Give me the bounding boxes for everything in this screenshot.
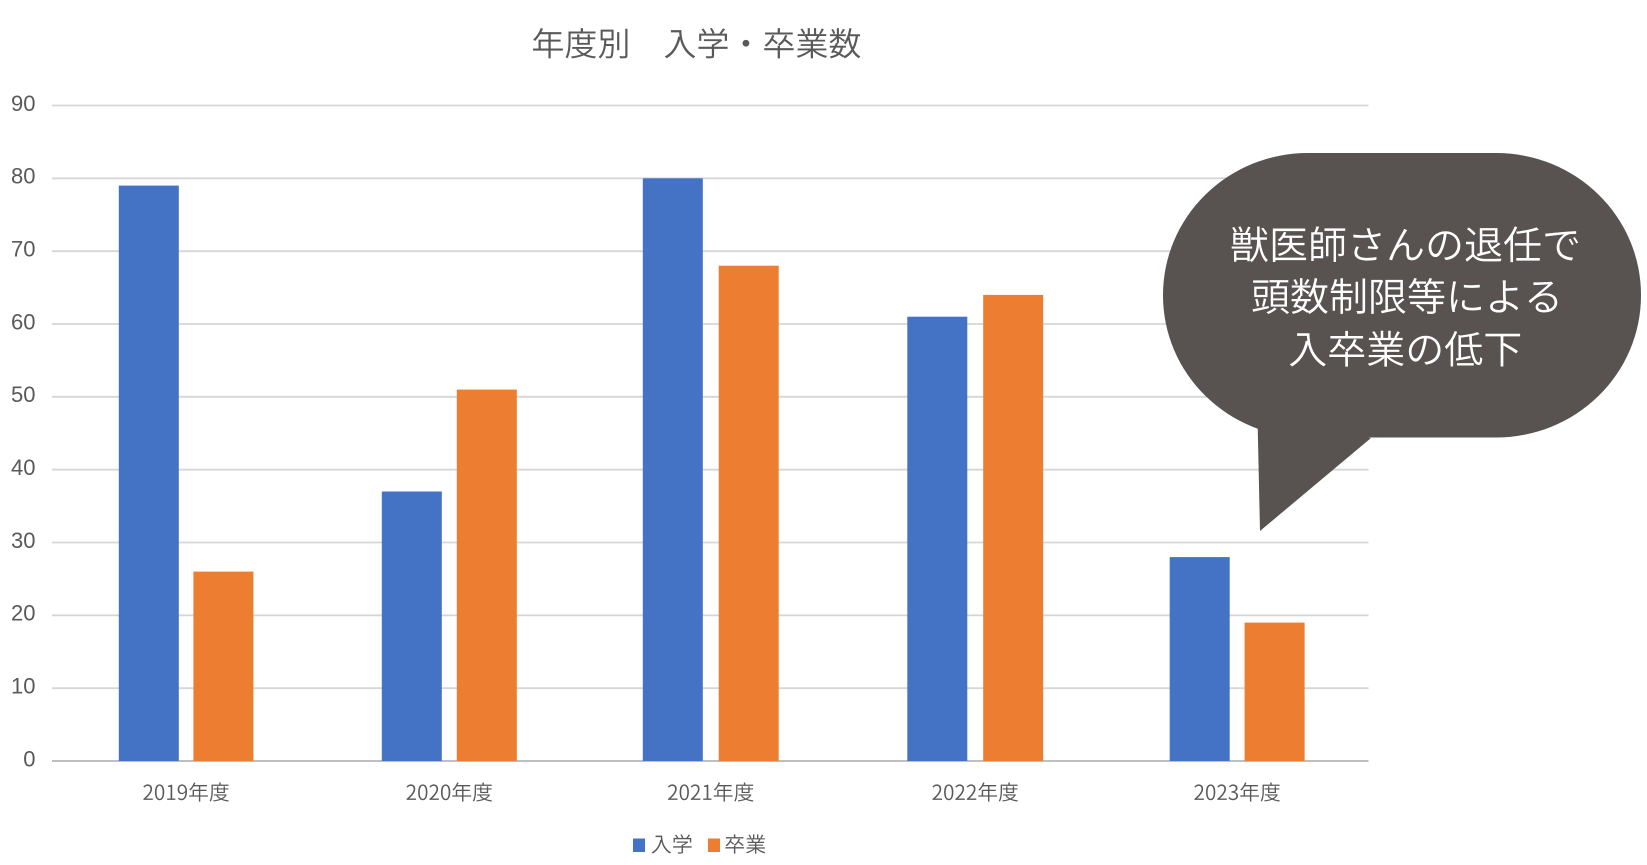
svg-text:50: 50 [11,382,35,407]
svg-text:70: 70 [11,237,35,262]
svg-text:60: 60 [11,309,35,334]
svg-text:0: 0 [23,746,35,771]
svg-text:90: 90 [11,91,35,116]
svg-text:20: 20 [11,601,35,626]
svg-text:80: 80 [11,164,35,189]
svg-text:40: 40 [11,455,35,480]
svg-text:10: 10 [11,674,35,699]
svg-text:30: 30 [11,528,35,553]
